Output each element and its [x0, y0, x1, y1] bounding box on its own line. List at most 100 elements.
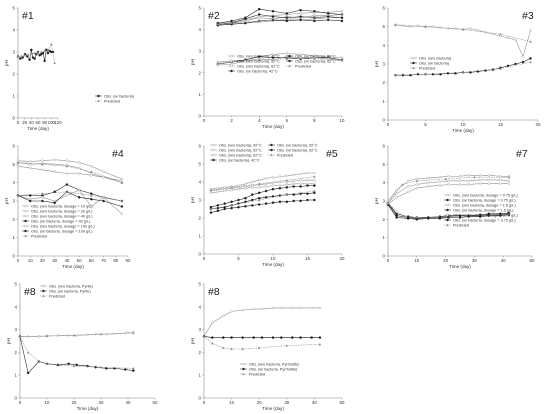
y-tick-label: 6 — [199, 144, 202, 149]
legend-key-marker — [24, 229, 27, 233]
y-tick-label: 2 — [199, 216, 202, 221]
legend-entry: Predicted — [104, 99, 120, 103]
data-point — [306, 184, 309, 187]
data-point — [499, 178, 502, 182]
legend-key-marker — [24, 209, 27, 213]
legend-entry: Predicted — [249, 372, 265, 376]
data-point — [102, 199, 105, 203]
x-axis-label: Time (day) — [262, 262, 284, 267]
data-point — [514, 38, 517, 41]
panel-title: #4 — [112, 148, 124, 160]
data-point — [18, 335, 22, 338]
legend-key-marker — [242, 372, 245, 376]
data-point — [340, 58, 344, 61]
data-point — [65, 172, 69, 175]
data-point — [241, 336, 244, 339]
data-point — [264, 185, 268, 188]
y-tick-label: 4 — [199, 304, 202, 309]
data-point — [271, 201, 275, 204]
legend-key-marker — [446, 218, 449, 222]
y-axis-label: pH — [190, 197, 195, 203]
series-line-1 — [17, 159, 122, 180]
data-point — [271, 176, 275, 179]
series-line-8 — [387, 203, 509, 218]
legend-entry: Obs. (w/ bacteria, dosage = 3.75 g/L) — [453, 218, 516, 222]
data-point — [299, 178, 302, 182]
data-point — [487, 182, 491, 185]
x-tick-label: 50 — [153, 400, 158, 405]
data-point — [529, 57, 532, 60]
legend-entry: Obs. (w/ bacteria, dosage = 40 g/L) — [31, 219, 91, 223]
legend-entry: Obs. (w/ bacteria, dosage = 1.5 g/L) — [453, 208, 514, 212]
legend-key-marker — [97, 94, 100, 98]
x-tick-label: 10 — [28, 258, 33, 263]
data-point — [43, 49, 47, 52]
x-axis-label: Time (day) — [62, 264, 84, 269]
chart-panel-8: 0 10 20 30 40 50 0 1 2 3 4 5 Time (day) pH #8 Obs. (w/o… — [190, 282, 345, 412]
x-tick-label: 20 — [536, 122, 541, 127]
legend-key-marker — [230, 64, 233, 68]
data-point — [438, 217, 442, 220]
legend-entry: Obs. (w/ bacteria), 52°C — [295, 54, 336, 58]
series-line-7 — [387, 176, 509, 203]
data-point — [299, 182, 302, 186]
series-line-7 — [17, 162, 122, 183]
data-point — [415, 186, 419, 190]
x-tick-label: 50 — [77, 258, 82, 263]
data-point — [313, 19, 316, 23]
data-point — [291, 336, 294, 339]
series-line-3 — [17, 165, 122, 182]
legend-key-marker — [230, 69, 233, 73]
data-point — [473, 175, 476, 179]
data-point — [306, 198, 309, 202]
data-point — [124, 368, 127, 371]
x-tick-label: 70 — [101, 258, 106, 263]
data-point — [45, 362, 49, 365]
legend-entry: Obs. (w/o bacteria, dosage = 3.75 g/L) — [453, 213, 518, 217]
data-point — [401, 183, 404, 186]
data-point — [53, 201, 56, 205]
data-point — [210, 341, 214, 345]
legend-entry: Obs. (w/o bacteria), 42°C — [219, 143, 262, 147]
data-point — [251, 180, 254, 184]
x-tick-label: 6 — [286, 118, 289, 123]
data-point — [132, 331, 135, 335]
data-point — [252, 307, 255, 311]
series-line-11 — [217, 58, 343, 64]
legend-entry: Obs. (w/o bacteria, dosage = 40 g/L) — [31, 214, 93, 218]
series-line-1 — [210, 172, 315, 190]
y-tick-label: 6 — [383, 6, 386, 11]
y-axis-label: pH — [4, 60, 9, 66]
data-point — [244, 187, 247, 190]
data-point — [260, 307, 264, 311]
legend-key-marker — [446, 203, 449, 207]
data-point — [53, 190, 56, 194]
data-point — [394, 73, 397, 77]
data-point — [209, 207, 213, 211]
data-point — [487, 174, 491, 177]
data-point — [271, 15, 275, 18]
data-point — [313, 178, 316, 182]
data-point — [278, 180, 282, 184]
data-point — [41, 199, 44, 203]
data-point — [318, 336, 322, 339]
x-tick-label: 30 — [52, 258, 57, 263]
data-point — [299, 199, 302, 203]
series-line-4 — [210, 185, 315, 208]
legend-entry: Predicted — [453, 223, 469, 227]
y-axis-label: pH — [190, 59, 195, 65]
legend-key-marker — [446, 213, 449, 217]
legend-entry: Predicted — [419, 66, 435, 70]
legend-entry: Obs. (w/o bacteria, dosage = 10 g/L) — [31, 204, 93, 208]
data-point — [257, 186, 261, 189]
legend-key-marker — [212, 153, 215, 157]
data-point — [427, 185, 430, 188]
y-tick-label: 5 — [199, 162, 202, 167]
data-point — [216, 209, 220, 213]
legend-key-marker — [97, 99, 100, 103]
y-tick-label: 0 — [199, 252, 202, 257]
series-line-3 — [203, 336, 320, 350]
x-tick-label: 10 — [461, 122, 466, 127]
series-line-4 — [217, 8, 343, 24]
